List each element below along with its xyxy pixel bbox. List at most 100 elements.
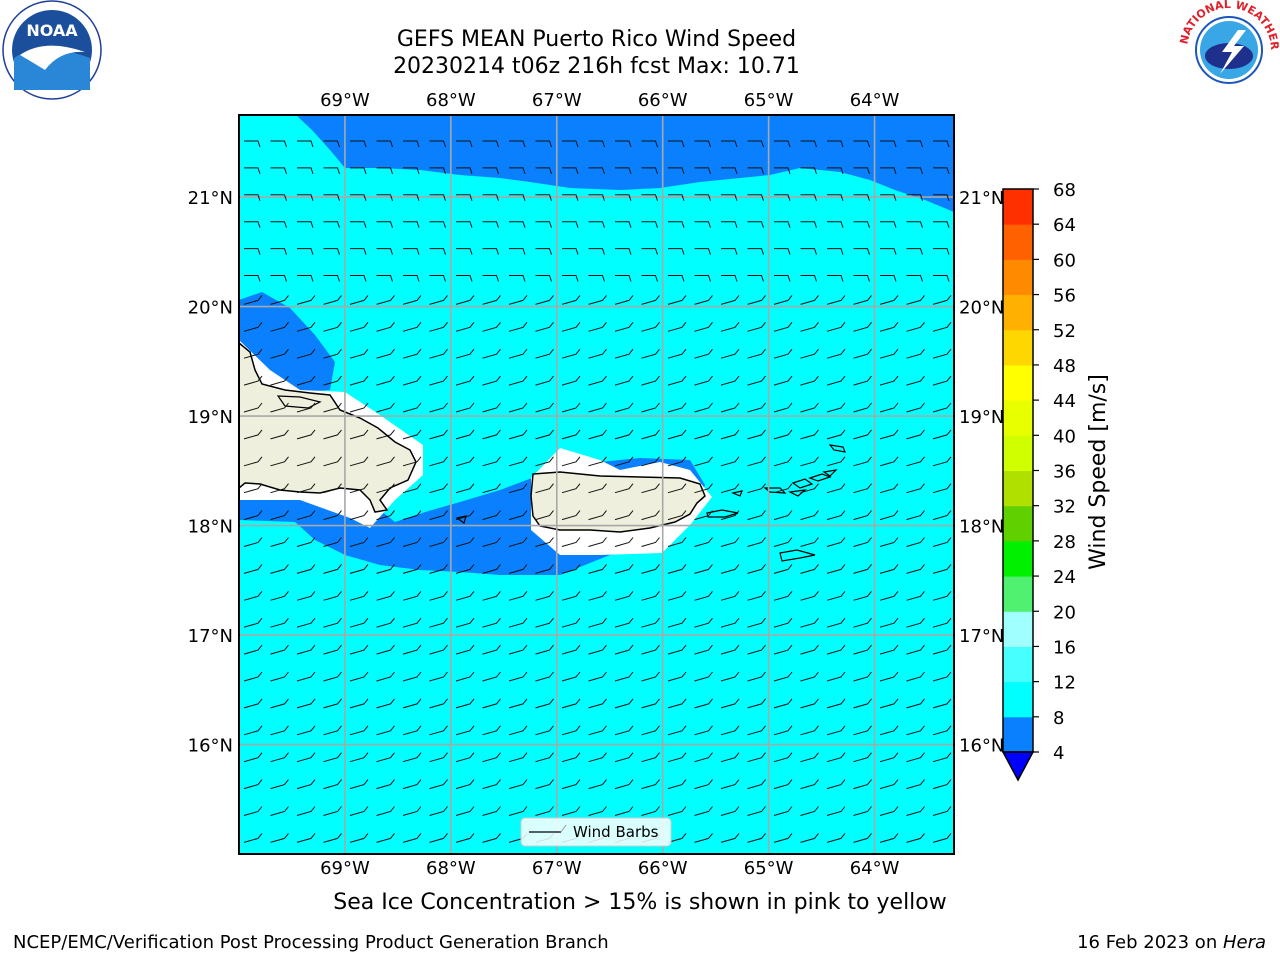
wind-barb	[720, 537, 740, 547]
wind-barb	[429, 221, 446, 228]
wind-barb	[349, 752, 369, 763]
wind-barb	[800, 140, 817, 148]
wind-barb	[853, 140, 870, 148]
wind-barb	[879, 833, 899, 843]
wind-barb	[270, 167, 287, 175]
footer-credit: NCEP/EMC/Verification Post Processing Pr…	[13, 932, 609, 953]
land-puerto-rico	[530, 471, 706, 533]
colorbar-tick-label: 4	[1053, 743, 1064, 764]
wind-barb	[296, 510, 316, 521]
wind-barb	[614, 510, 634, 521]
wind-barb	[694, 483, 713, 494]
wind-barb	[694, 698, 713, 709]
wind-barb	[482, 321, 501, 332]
wind-barb	[535, 752, 554, 763]
wind-barb	[349, 375, 369, 386]
wind-barb	[906, 295, 925, 305]
wind-barb	[826, 590, 846, 601]
wind-barb	[323, 779, 342, 790]
colorbar-segment	[1003, 224, 1033, 260]
wind-barb	[720, 429, 740, 440]
wind-barb	[588, 402, 607, 413]
wind-barb	[906, 429, 925, 440]
wind-barb	[747, 140, 764, 148]
wind-barb	[720, 321, 740, 332]
wind-barb	[932, 590, 952, 601]
wind-barb	[906, 510, 925, 521]
wind-barb	[296, 617, 316, 628]
wind-barb	[906, 456, 925, 467]
wind-barb	[376, 402, 395, 413]
wind-barb	[456, 221, 473, 228]
colorbar-segment	[1003, 435, 1033, 471]
wind-barb	[535, 375, 554, 386]
wind-barb	[720, 590, 740, 601]
wind-barb	[827, 248, 844, 255]
land-mona	[455, 515, 467, 524]
wind-barb	[509, 194, 526, 201]
wind-barb	[774, 140, 791, 148]
wind-barb	[350, 140, 367, 148]
wind-barb	[667, 429, 687, 440]
wind-barb	[880, 275, 897, 282]
wind-barb	[323, 644, 342, 655]
wind-barb	[270, 698, 289, 709]
wind-barb	[323, 456, 342, 467]
wind-barb	[694, 779, 713, 790]
wind-barb	[561, 617, 581, 628]
wind-barb	[694, 752, 713, 763]
wind-barb	[376, 429, 395, 440]
wind-barb	[721, 248, 738, 255]
wind-barb	[879, 564, 899, 574]
wind-barb	[429, 833, 448, 843]
wind-barb	[588, 671, 607, 682]
wind-barb	[641, 752, 660, 763]
lon-tick-label: 69°W	[320, 858, 370, 879]
wind-barb	[720, 725, 740, 736]
wind-barb	[376, 833, 395, 843]
wind-barb	[906, 221, 923, 228]
wind-barb	[323, 402, 342, 413]
wind-barb	[827, 221, 844, 228]
wind-barb	[667, 644, 687, 655]
wind-barb	[429, 806, 448, 816]
wind-barb	[614, 671, 634, 682]
wind-barb	[853, 833, 872, 843]
lon-tick-label: 68°W	[426, 90, 476, 111]
wind-barb	[323, 698, 342, 709]
wind-barb	[482, 348, 501, 359]
wind-barb	[853, 537, 872, 547]
wind-barb	[455, 698, 475, 709]
wind-barb	[720, 698, 740, 709]
wind-barb	[933, 140, 950, 148]
wind-barb	[455, 725, 475, 736]
wind-barb	[906, 644, 925, 655]
wind-barb	[561, 348, 581, 359]
wind-barb	[879, 671, 899, 682]
wind-barb	[932, 348, 952, 359]
wind-barb	[747, 725, 766, 736]
wind-barb	[243, 456, 263, 467]
wind-barb	[535, 644, 554, 655]
wind-barb	[800, 321, 819, 332]
wind-barb	[853, 752, 872, 763]
wind-barb	[376, 590, 395, 601]
wind-barb	[800, 295, 819, 305]
wind-barb	[376, 564, 395, 574]
wind-barb	[561, 295, 581, 305]
wind-barb	[800, 617, 819, 628]
wind-barb	[244, 248, 261, 255]
wind-barb	[482, 564, 501, 574]
wind-barb	[243, 806, 263, 816]
wind-barb	[270, 779, 289, 790]
wind-barb	[508, 752, 528, 763]
colorbar-segment	[1003, 400, 1033, 436]
wind-barb	[800, 275, 817, 282]
wind-barb	[641, 402, 660, 413]
wind-barb	[561, 806, 581, 816]
wind-barb	[932, 617, 952, 628]
wind-barb	[535, 617, 554, 628]
wind-barb	[270, 806, 289, 816]
wind-barb	[402, 537, 422, 547]
lat-tick-label: 18°N	[188, 517, 233, 538]
